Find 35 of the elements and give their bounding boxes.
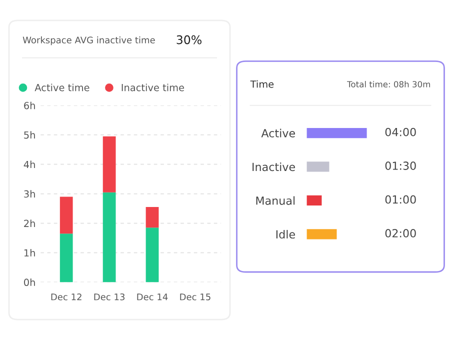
y-tick-label: 0h [24,278,35,286]
legend-label: Inactive time [122,84,184,92]
y-tick-label: 2h [24,220,35,227]
bar [306,229,337,240]
y-tick-label: Active [261,128,295,138]
bar [146,228,159,282]
bar [60,196,73,234]
bar [102,192,116,282]
bar [306,195,322,206]
x-tick-label: Dec 15 [180,294,210,300]
data-label: 04:00 [385,128,416,136]
bar [146,207,159,228]
data-label: 01:00 [385,195,416,204]
y-tick-label: 1h [24,249,35,256]
y-tick-label: 3h [24,190,35,198]
y-tick-label: Idle [276,230,295,239]
y-tick-label: Manual [256,196,295,205]
text: 30% [176,35,202,44]
chart-title: Time [250,80,274,88]
text: Total time: 08h 30m [347,80,430,88]
bar [102,136,116,192]
chart-title: Workspace AVG inactive time [22,36,155,46]
data-label: 01:30 [385,162,416,170]
bar [306,128,367,138]
y-tick-label: 6h [24,102,35,110]
y-tick-label: 5h [24,131,35,139]
y-tick-label: Inactive [252,162,295,172]
x-tick-label: Dec 12 [51,293,82,300]
data-label: 02:00 [385,229,416,238]
y-tick-label: 4h [24,160,35,168]
legend-label: Active time [34,84,90,92]
x-tick-label: Dec 13 [94,293,125,300]
bar [60,234,73,282]
x-tick-label: Dec 14 [137,294,168,300]
bar [306,162,330,172]
